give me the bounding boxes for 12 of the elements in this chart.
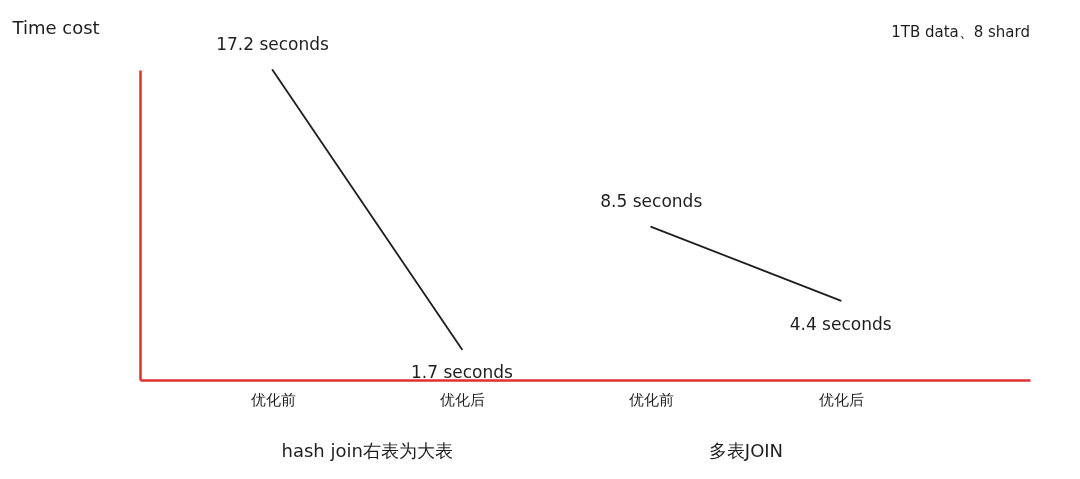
data-label: 8.5 seconds [600, 190, 703, 211]
text: 1TB data、8 shard [891, 23, 1030, 41]
text: hash join右表为大表 [281, 440, 453, 461]
data-label: 17.2 seconds [216, 34, 330, 54]
x-tick-label: 优化前 [629, 390, 675, 409]
y-axis-title: Time cost [11, 16, 100, 38]
x-tick-label: 优化后 [439, 390, 485, 409]
text: 多表JOIN [708, 440, 784, 461]
data-label: 4.4 seconds [789, 313, 892, 334]
x-tick-label: 优化后 [818, 390, 864, 409]
x-tick-label: 优化前 [250, 390, 296, 409]
data-label: 1.7 seconds [410, 362, 514, 383]
